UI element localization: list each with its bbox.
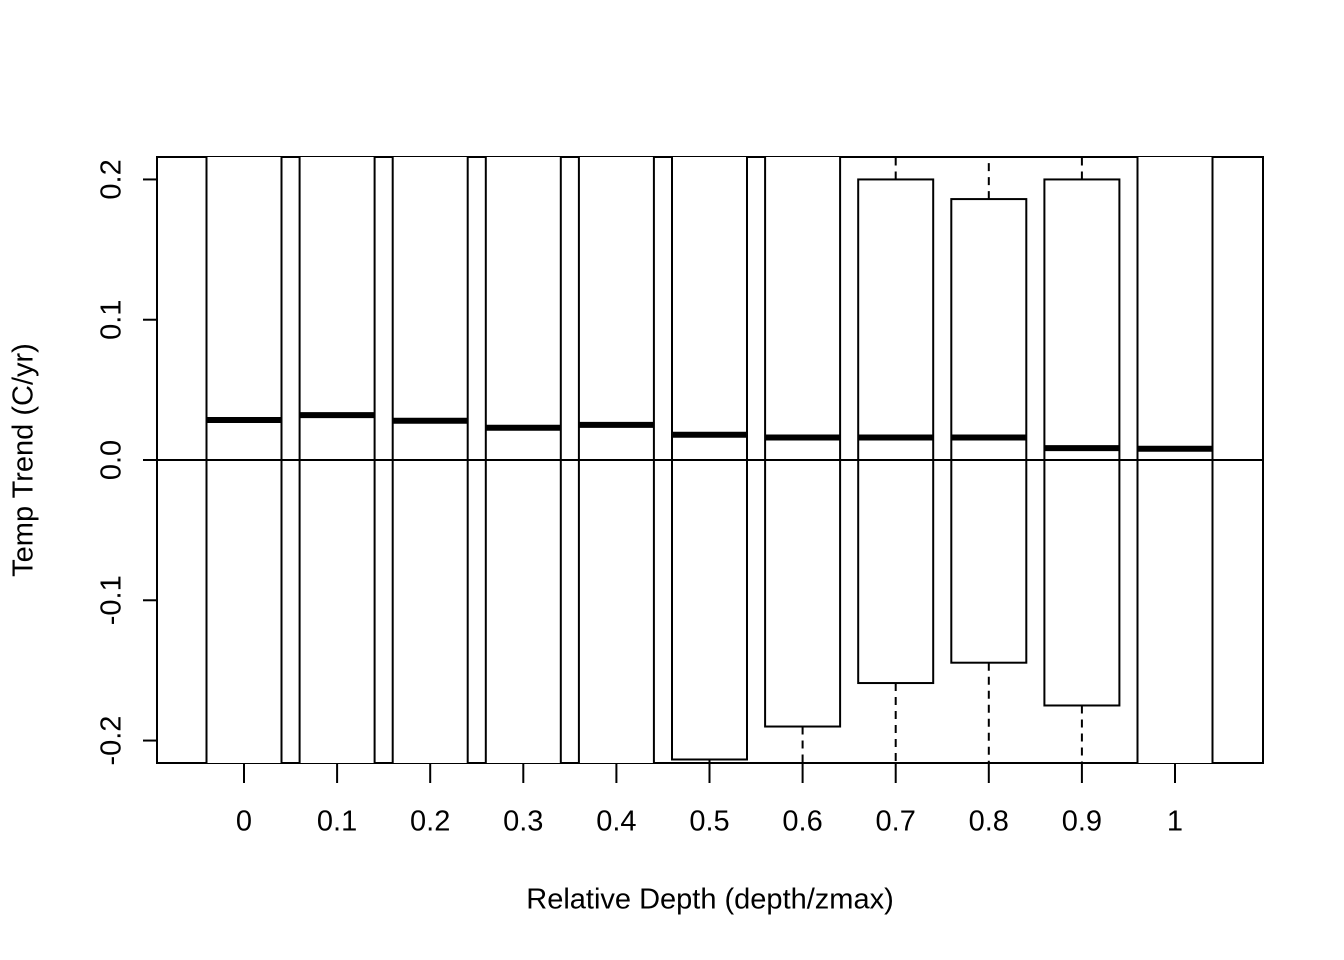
y-tick-label: -0.1 <box>96 575 128 625</box>
x-tick-label: 0.3 <box>503 806 543 838</box>
x-tick-label: 0 <box>236 806 252 838</box>
box <box>950 198 1028 664</box>
y-axis-label: Temp Trend (C/yr) <box>8 343 40 577</box>
y-tick-label: -0.2 <box>96 716 128 766</box>
x-tick-label: 0.9 <box>1062 806 1102 838</box>
x-tick-label: 0.8 <box>969 806 1009 838</box>
x-tick-label: 1 <box>1167 806 1183 838</box>
box <box>671 157 748 761</box>
box <box>857 178 935 685</box>
y-tick-label: 0.0 <box>96 440 128 480</box>
x-tick-label: 0.5 <box>689 806 729 838</box>
box <box>764 157 842 728</box>
x-tick-label: 0.1 <box>317 806 357 838</box>
y-tick-label: 0.2 <box>96 159 128 199</box>
x-axis-label: Relative Depth (depth/zmax) <box>526 884 894 916</box>
x-tick-label: 0.6 <box>782 806 822 838</box>
plot-area <box>157 157 1263 763</box>
x-tick-label: 0.2 <box>410 806 450 838</box>
box <box>1043 178 1121 707</box>
y-tick-label: 0.1 <box>96 300 128 340</box>
x-tick-label: 0.4 <box>596 806 636 838</box>
x-tick-label: 0.7 <box>876 806 916 838</box>
